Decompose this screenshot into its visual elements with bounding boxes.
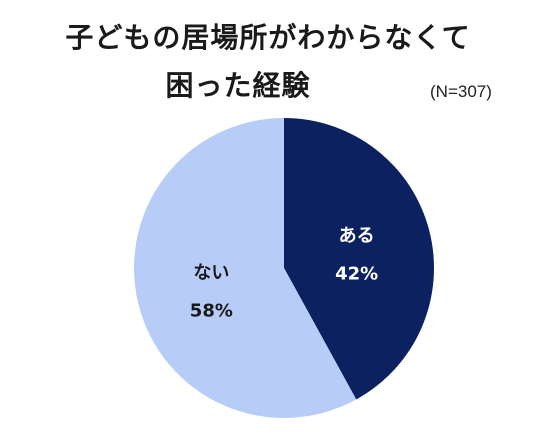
pie-slice-0 xyxy=(284,118,434,400)
slice-label-1: ない xyxy=(193,263,229,284)
sample-size-note: (N=307) xyxy=(430,82,492,101)
slice-value-label-0: 42% xyxy=(335,263,378,284)
slice-label-0: ある xyxy=(339,225,375,246)
slice-value-label-1: 58% xyxy=(190,301,233,322)
chart-title-line-2: 困った経験 xyxy=(165,69,311,102)
pie-slice-1 xyxy=(133,118,357,419)
chart-title-line-1: 子どもの居場所がわからなくて xyxy=(65,21,471,54)
